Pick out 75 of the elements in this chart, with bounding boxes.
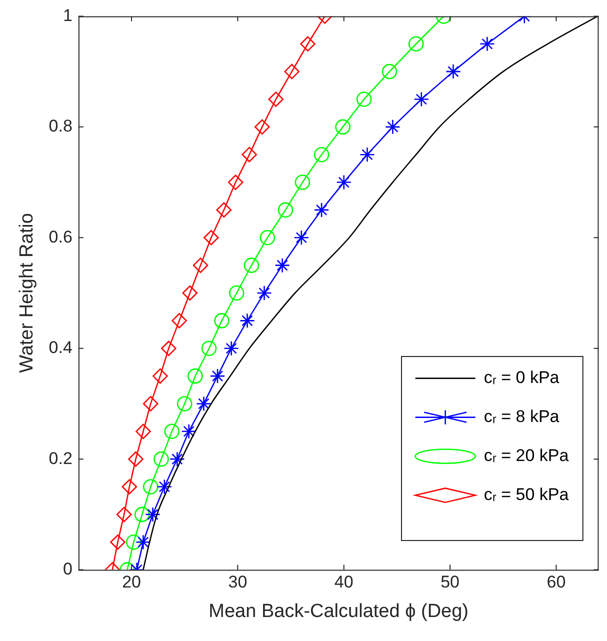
point xyxy=(414,92,430,107)
point xyxy=(216,202,232,218)
point xyxy=(242,146,258,162)
point xyxy=(254,119,270,135)
point xyxy=(382,64,398,80)
y-tick-label: 0.4 xyxy=(48,338,72,358)
point xyxy=(294,174,310,190)
point xyxy=(446,64,461,80)
legend-label: cᵣ = 20 kPa xyxy=(484,446,570,465)
point xyxy=(145,506,160,522)
point xyxy=(244,258,260,273)
legend-label: cᵣ = 0 kPa xyxy=(484,368,560,387)
point xyxy=(181,424,197,440)
point xyxy=(210,368,226,384)
y-tick-label: 0 xyxy=(62,559,72,578)
y-axis-title: Water Height Ratio xyxy=(16,213,38,373)
point xyxy=(142,396,158,412)
point xyxy=(136,424,151,440)
point xyxy=(126,534,142,550)
point xyxy=(385,119,400,135)
point xyxy=(142,479,158,494)
point xyxy=(256,285,272,301)
y-tick-label: 1 xyxy=(62,6,72,25)
y-tick-label: 0.6 xyxy=(48,227,72,246)
point xyxy=(110,534,126,550)
point xyxy=(294,230,310,246)
point xyxy=(136,534,151,550)
point xyxy=(335,119,350,135)
point xyxy=(356,92,372,107)
legend-label: cᵣ = 50 kPa xyxy=(484,484,570,504)
point xyxy=(164,424,180,440)
point xyxy=(408,36,424,52)
point xyxy=(128,451,144,467)
point xyxy=(204,230,219,246)
point xyxy=(278,202,294,218)
point xyxy=(314,202,330,218)
point xyxy=(228,174,244,190)
point xyxy=(360,146,375,162)
point xyxy=(156,479,172,494)
point xyxy=(134,506,150,522)
point xyxy=(480,36,495,52)
x-axis-title: Mean Back-Calculated ϕ (Deg) xyxy=(208,600,468,622)
x-tick-label: 40 xyxy=(334,572,354,592)
point xyxy=(214,313,230,328)
point xyxy=(182,285,198,301)
point xyxy=(268,92,284,107)
x-tick-label: 30 xyxy=(228,572,248,592)
point xyxy=(170,451,185,467)
point xyxy=(274,258,290,273)
x-tick-label: 50 xyxy=(440,572,460,592)
point xyxy=(188,368,203,384)
point xyxy=(176,396,192,412)
point xyxy=(116,506,132,522)
point xyxy=(336,174,352,190)
point xyxy=(224,340,239,356)
point xyxy=(161,340,176,356)
point xyxy=(196,396,212,412)
point xyxy=(314,146,330,162)
point xyxy=(240,313,255,328)
x-tick-label: 20 xyxy=(122,572,141,592)
point xyxy=(192,258,208,273)
point xyxy=(152,368,168,384)
x-tick-label: 60 xyxy=(546,572,566,592)
legend-label: cᵣ = 8 kPa xyxy=(484,406,560,426)
point xyxy=(172,313,187,328)
point xyxy=(284,64,300,80)
y-tick-label: 0.8 xyxy=(48,116,72,136)
point xyxy=(122,479,138,494)
line-series xyxy=(142,16,598,570)
point xyxy=(201,340,217,356)
point xyxy=(154,451,169,467)
point xyxy=(300,36,316,52)
point xyxy=(228,285,244,301)
point xyxy=(260,230,276,246)
y-tick-label: 0.2 xyxy=(48,448,72,468)
